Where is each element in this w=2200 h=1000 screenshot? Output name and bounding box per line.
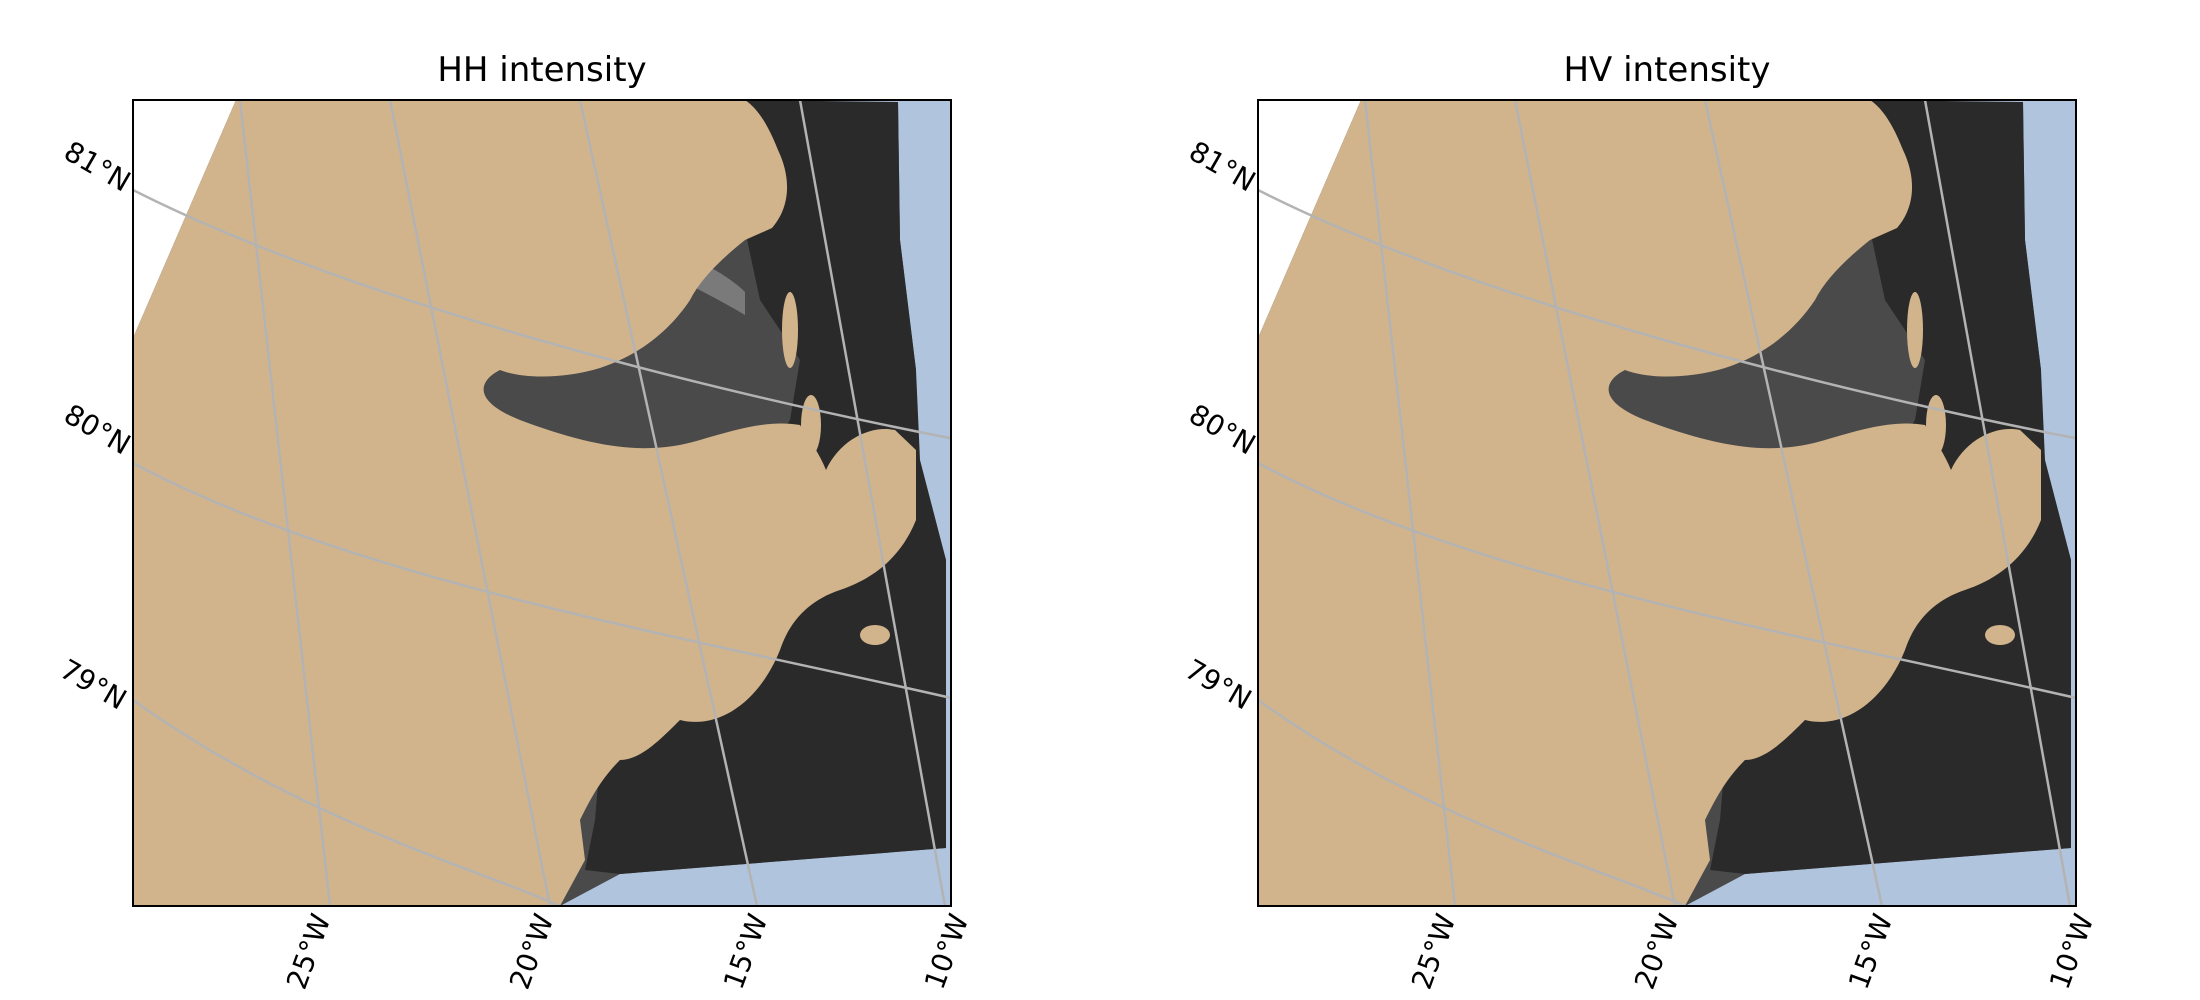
graticule-meridian-20w (388, 100, 552, 906)
land-island (801, 395, 821, 455)
land-island (860, 625, 890, 645)
land-island (782, 292, 798, 368)
map-frame (1257, 99, 2077, 907)
hh-map-canvas (132, 99, 952, 907)
map-content (133, 100, 951, 906)
graticule-parallel-80n (133, 461, 951, 700)
land-island (1985, 625, 2015, 645)
graticule-meridian-15w (1703, 100, 1884, 906)
hv-map-canvas (1257, 99, 2077, 907)
graticule-meridian-10w (1923, 100, 2072, 906)
map-content (1258, 100, 2076, 906)
graticule-parallel-81n (133, 188, 951, 440)
graticule-meridian-10w (798, 100, 947, 906)
hh-intensity-map-panel: HH intensity 81°N 80°N 79°N 25°W 20°W 15… (54, 50, 975, 993)
graticule-parallel-79n (1258, 698, 1686, 906)
graticule-meridian-15w (578, 100, 759, 906)
hv-intensity-map-panel: HV intensity 81°N 80°N 79°N 25°W 20°W 15… (1125, 0, 2200, 1000)
graticule-meridian-20w (1513, 100, 1677, 906)
land-mask (1258, 100, 2041, 906)
graticule-parallel-80n (1258, 461, 2076, 700)
land-island (1926, 395, 1946, 455)
graticule-parallel-79n (133, 698, 561, 906)
land-mask (133, 100, 916, 906)
map-title: HV intensity (1563, 50, 1771, 90)
graticule-parallel-81n (1258, 188, 2076, 440)
map-frame (132, 99, 952, 907)
graticule-meridian-25w (1363, 100, 1457, 906)
graticule-meridian-25w (238, 100, 332, 906)
land-island (1907, 292, 1923, 368)
map-title: HH intensity (437, 50, 647, 90)
